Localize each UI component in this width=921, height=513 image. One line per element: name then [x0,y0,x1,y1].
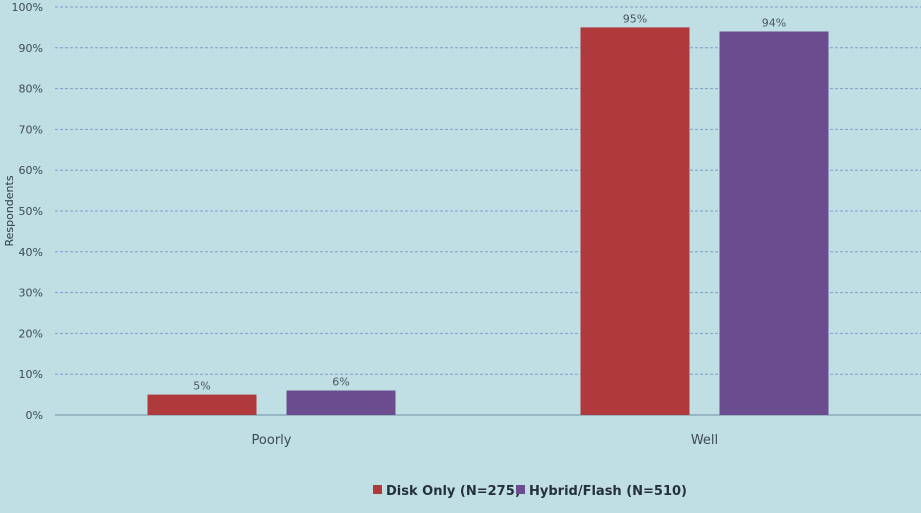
legend: Disk Only (N=275) Hybrid/Flash (N=510) [373,484,687,499]
data-label: 5% [193,380,210,393]
y-tick-label: 50% [19,205,43,218]
data-label: 6% [332,376,349,389]
y-tick-label: 90% [19,42,43,55]
bar-0-0 [147,394,257,415]
y-tick-label: 70% [19,123,43,136]
y-axis-ticks: 0% 10% 20% 30% 40% 50% 60% 70% 80% 90% 100% [12,1,43,422]
bar-1-0 [580,27,690,416]
y-tick-label: 10% [19,368,43,381]
x-category-label: Poorly [252,433,292,448]
y-tick-label: 0% [26,409,43,422]
y-tick-label: 60% [19,164,43,177]
legend-swatch [373,485,382,494]
y-tick-label: 20% [19,327,43,340]
category-labels: Poorly Well [252,433,719,448]
y-tick-label: 100% [12,1,43,14]
legend-label: Disk Only (N=275) [386,484,521,499]
bars [147,27,829,416]
y-tick-label: 30% [19,287,43,300]
x-category-label: Well [691,433,718,448]
y-axis-label: Respondents [3,175,16,246]
bar-1-1 [719,31,829,415]
y-tick-label: 40% [19,246,43,259]
y-tick-label: 80% [19,83,43,96]
legend-swatch [516,485,525,494]
data-label: 95% [623,12,647,25]
data-label: 94% [762,16,786,29]
bar-0-1 [286,390,396,415]
legend-label: Hybrid/Flash (N=510) [529,484,687,499]
data-labels: 5% 6% 95% 94% [193,12,786,392]
